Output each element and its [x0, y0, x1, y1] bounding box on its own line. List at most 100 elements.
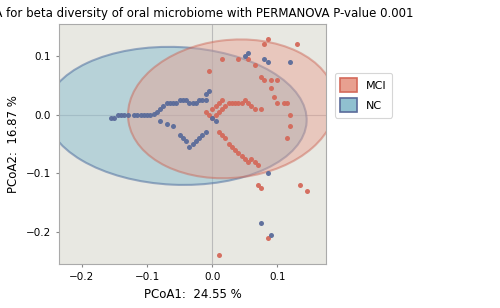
Point — [257, 185, 265, 190]
Point — [257, 221, 265, 225]
Point — [234, 100, 242, 105]
Point — [208, 106, 216, 111]
Point — [208, 115, 216, 120]
Point — [153, 109, 161, 114]
Point — [218, 106, 226, 111]
Point — [202, 98, 209, 103]
Point — [293, 42, 301, 47]
Point — [156, 118, 164, 123]
Point — [241, 156, 249, 161]
Point — [257, 74, 265, 79]
Point — [238, 100, 246, 105]
Point — [267, 77, 275, 82]
Ellipse shape — [46, 47, 306, 185]
Point — [241, 98, 249, 103]
Point — [182, 98, 190, 103]
Point — [248, 103, 256, 108]
Point — [195, 98, 203, 103]
Title: PCoA for beta diversity of oral microbiome with PERMANOVA P-value 0.001: PCoA for beta diversity of oral microbio… — [0, 7, 414, 20]
Point — [162, 100, 170, 105]
Point — [202, 130, 209, 135]
Point — [264, 235, 272, 240]
Point — [124, 112, 132, 117]
Point — [186, 144, 194, 149]
Point — [241, 54, 249, 59]
Point — [156, 106, 164, 111]
Point — [169, 124, 177, 129]
Point — [134, 112, 141, 117]
Point — [224, 142, 232, 147]
Point — [120, 112, 128, 117]
Point — [188, 142, 196, 147]
Point — [162, 121, 170, 126]
Point — [234, 150, 242, 155]
Point — [260, 77, 268, 82]
Point — [198, 133, 206, 138]
Point — [274, 77, 281, 82]
Point — [205, 68, 213, 73]
Point — [264, 171, 272, 176]
Point — [215, 253, 223, 258]
Point — [286, 59, 294, 64]
Point — [186, 100, 194, 105]
Point — [160, 103, 168, 108]
Point — [231, 148, 239, 152]
Point — [117, 112, 125, 117]
Point — [166, 100, 174, 105]
Point — [150, 111, 158, 116]
Point — [143, 112, 151, 117]
Ellipse shape — [128, 39, 336, 178]
Point — [296, 183, 304, 188]
Point — [254, 183, 262, 188]
Point — [250, 159, 258, 164]
Point — [212, 112, 220, 117]
Point — [215, 100, 223, 105]
Point — [238, 153, 246, 158]
Point — [250, 106, 258, 111]
Point — [140, 112, 148, 117]
Point — [107, 115, 115, 120]
Point — [260, 42, 268, 47]
Point — [283, 136, 291, 141]
Point — [218, 57, 226, 62]
Point — [280, 100, 288, 105]
Point — [267, 86, 275, 91]
Point — [215, 130, 223, 135]
Y-axis label: PCoA2:  16.87 %: PCoA2: 16.87 % — [7, 95, 20, 193]
Point — [274, 100, 281, 105]
Point — [110, 115, 118, 120]
Point — [136, 112, 144, 117]
Point — [195, 136, 203, 141]
Point — [260, 57, 268, 62]
Point — [215, 109, 223, 114]
Point — [179, 136, 187, 141]
Point — [228, 144, 236, 149]
Point — [267, 233, 275, 237]
X-axis label: PCoA1:  24.55 %: PCoA1: 24.55 % — [144, 288, 242, 301]
Point — [222, 136, 230, 141]
Point — [244, 100, 252, 105]
Point — [218, 133, 226, 138]
Point — [257, 106, 265, 111]
Point — [205, 112, 213, 117]
Point — [283, 100, 291, 105]
Point — [264, 59, 272, 64]
Point — [264, 36, 272, 41]
Point — [286, 112, 294, 117]
Point — [188, 100, 196, 105]
Point — [244, 57, 252, 62]
Point — [192, 139, 200, 144]
Point — [176, 133, 184, 138]
Point — [224, 100, 232, 105]
Point — [234, 57, 242, 62]
Point — [231, 100, 239, 105]
Point — [182, 139, 190, 144]
Point — [250, 63, 258, 67]
Point — [202, 109, 209, 114]
Point — [198, 98, 206, 103]
Point — [208, 115, 216, 120]
Point — [228, 100, 236, 105]
Point — [205, 89, 213, 94]
Point — [114, 112, 122, 117]
Point — [222, 103, 230, 108]
